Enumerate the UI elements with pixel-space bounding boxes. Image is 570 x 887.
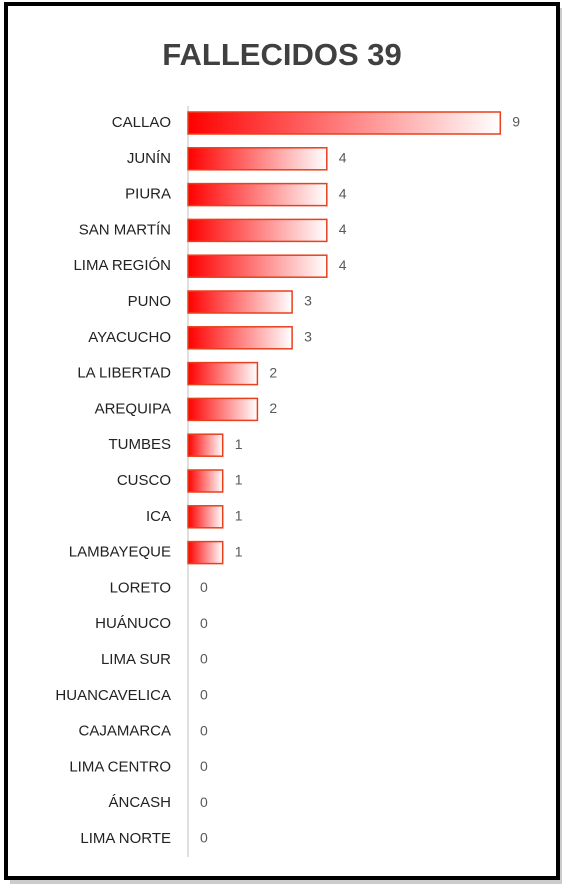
y-tick-label: AYACUCHO — [88, 329, 171, 346]
data-label: 4 — [339, 257, 347, 273]
bar — [187, 540, 224, 565]
bar — [187, 397, 259, 422]
y-tick-label: PUNO — [128, 293, 171, 310]
y-tick-label: LA LIBERTAD — [77, 365, 171, 382]
y-tick-label: LAMBAYEQUE — [69, 544, 171, 561]
data-label: 9 — [512, 114, 520, 130]
y-tick-label: HUANCAVELICA — [55, 687, 171, 704]
y-tick-label: SAN MARTÍN — [79, 221, 171, 238]
y-tick-label: JUNÍN — [127, 150, 171, 167]
y-tick-label: CAJAMARCA — [78, 723, 171, 740]
y-tick-label: LIMA NORTE — [80, 830, 171, 847]
y-tick-label: LIMA CENTRO — [69, 758, 171, 775]
data-label: 2 — [269, 364, 277, 380]
data-label: 1 — [235, 436, 243, 452]
data-label: 1 — [235, 472, 243, 488]
data-label: 1 — [235, 543, 243, 559]
data-label: 3 — [304, 293, 312, 309]
y-tick-label: HUÁNUCO — [95, 615, 171, 632]
bar — [187, 505, 224, 529]
y-tick-label: ICA — [146, 508, 171, 525]
bar — [187, 361, 259, 386]
bar — [187, 469, 224, 493]
data-label: 0 — [200, 615, 208, 631]
y-tick-label: PIURA — [125, 186, 171, 203]
data-label: 1 — [235, 508, 243, 524]
bar — [187, 218, 328, 243]
data-label: 0 — [200, 687, 208, 703]
y-tick-label: CALLAO — [112, 114, 171, 131]
bar — [187, 433, 224, 457]
chart-title: FALLECIDOS 39 — [162, 37, 401, 72]
data-label: 0 — [200, 579, 208, 595]
data-label: 0 — [200, 651, 208, 667]
data-label: 0 — [200, 794, 208, 810]
frame — [4, 2, 560, 880]
y-tick-label: AREQUIPA — [95, 400, 171, 417]
bar — [187, 290, 293, 314]
data-label: 2 — [269, 400, 277, 416]
y-tick-label: CUSCO — [117, 472, 171, 489]
data-label: 0 — [200, 830, 208, 846]
bar — [187, 147, 328, 171]
y-tick-label: LIMA SUR — [101, 651, 171, 668]
data-label: 0 — [200, 722, 208, 738]
bar — [187, 111, 502, 135]
data-label: 4 — [339, 150, 347, 166]
bar — [187, 326, 293, 350]
bar — [187, 254, 328, 278]
y-tick-label: LORETO — [110, 579, 171, 596]
data-label: 0 — [200, 758, 208, 774]
bar — [187, 182, 328, 207]
y-tick-label: ÁNCASH — [108, 794, 171, 811]
data-label: 3 — [304, 329, 312, 345]
data-label: 4 — [339, 185, 347, 201]
data-label: 4 — [339, 221, 347, 237]
y-tick-label: LIMA REGIÓN — [73, 257, 171, 274]
y-tick-label: TUMBES — [108, 436, 171, 453]
